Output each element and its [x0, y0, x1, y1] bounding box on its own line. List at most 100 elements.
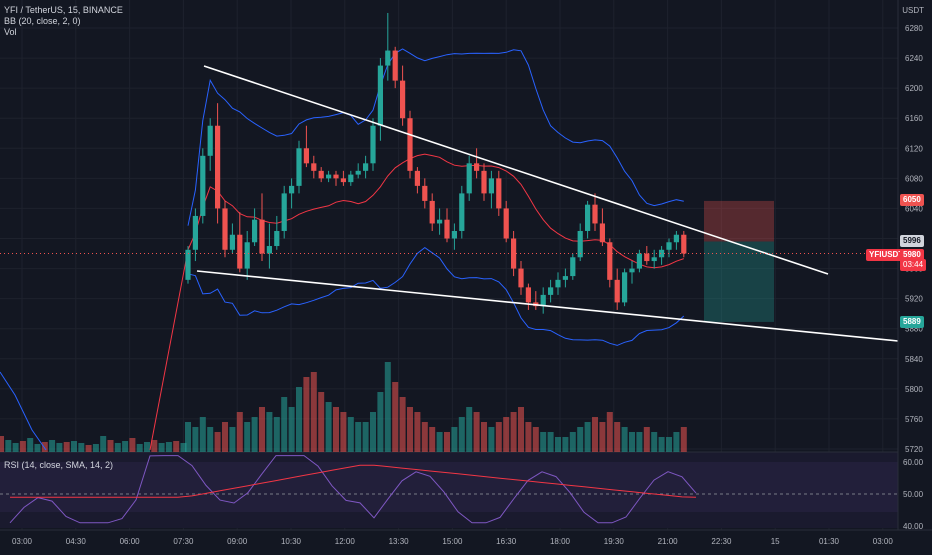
candle-body	[414, 170, 420, 186]
volume-bar	[407, 407, 413, 452]
candle	[200, 148, 206, 224]
candle	[266, 223, 272, 269]
candle-body	[548, 287, 554, 295]
candle-body	[244, 242, 250, 269]
candle	[459, 185, 465, 239]
candle	[414, 167, 420, 194]
candle-body	[437, 219, 443, 224]
volume-legend[interactable]: Vol	[4, 27, 17, 37]
volume-bar	[555, 437, 561, 452]
price-tick-label: 5800	[905, 385, 923, 394]
candle	[207, 118, 213, 171]
bb-upper-pre	[0, 371, 47, 451]
volume-bar	[370, 412, 376, 452]
time-tick-label: 01:30	[819, 537, 840, 546]
volume-bar	[214, 432, 221, 452]
candle-body	[592, 204, 598, 224]
stop-price-tag: 5889	[900, 316, 924, 328]
symbol-legend[interactable]: YFI / TetherUS, 15, BINANCE	[4, 5, 123, 15]
candle	[281, 185, 287, 239]
volume-bar	[92, 444, 99, 452]
candle	[429, 193, 435, 231]
volume-bar	[340, 412, 347, 452]
volume-bar	[165, 442, 172, 452]
candle-body	[363, 163, 369, 171]
current-symbol-tag: YFIUSDT	[866, 249, 907, 261]
volume-bar	[429, 427, 436, 452]
price-axis-bg	[898, 0, 932, 550]
candle	[629, 261, 635, 284]
volume-bar	[158, 443, 165, 452]
volume-bar	[466, 407, 473, 452]
rsi-tick-label: 40.00	[903, 522, 924, 531]
volume-bar	[136, 444, 143, 452]
candle-body	[511, 238, 517, 269]
time-tick-label: 04:30	[66, 537, 87, 546]
candle-body	[222, 208, 228, 250]
current-price-tag: 5980	[900, 249, 924, 261]
volume-bar	[318, 392, 325, 452]
candle	[229, 223, 235, 254]
lower-trendline	[196, 270, 899, 342]
candle-body	[562, 276, 568, 280]
candle-body	[518, 268, 524, 288]
candle	[289, 178, 295, 209]
volume-bar	[392, 382, 399, 452]
candle-body	[340, 178, 346, 183]
volume-bar	[481, 422, 487, 452]
candle-body	[614, 279, 620, 303]
rsi-band	[0, 462, 898, 512]
volume-bar	[273, 417, 280, 452]
volume-bar	[503, 417, 510, 452]
candle	[481, 163, 487, 201]
candle	[540, 287, 546, 314]
candle	[592, 193, 598, 231]
volume-bar	[347, 417, 354, 452]
volume-bar	[444, 432, 450, 452]
price-tick-label: 5720	[905, 445, 923, 454]
time-tick-label: 07:30	[173, 537, 194, 546]
candle-body	[607, 242, 613, 280]
candle	[659, 246, 665, 265]
candle	[215, 103, 221, 224]
candle-body	[659, 249, 665, 258]
bb-lower	[187, 246, 685, 346]
candle-body	[237, 234, 243, 269]
candle-body	[577, 230, 583, 258]
price-tick-label: 5920	[905, 295, 923, 304]
candle-body	[400, 80, 406, 119]
candle-body	[666, 242, 672, 250]
candle	[385, 12, 391, 81]
candle-body	[355, 170, 361, 175]
volume-bar	[666, 437, 672, 452]
bb-legend[interactable]: BB (20, close, 2, 0)	[4, 16, 81, 26]
candle	[681, 230, 687, 258]
candle	[503, 200, 509, 243]
candle-body	[525, 287, 531, 303]
volume-bar	[658, 437, 665, 452]
volume-bar	[540, 432, 547, 452]
candle-body	[326, 174, 332, 179]
volume-bar	[362, 422, 369, 452]
candle	[318, 167, 324, 183]
rsi-legend[interactable]: RSI (14, close, SMA, 14, 2)	[4, 460, 114, 470]
volume-bar	[355, 422, 362, 452]
volume-bar	[562, 437, 569, 452]
price-tick-label: 5840	[905, 355, 923, 364]
candle-body	[185, 249, 191, 280]
volume-bar	[27, 438, 34, 452]
volume-bar	[614, 422, 621, 452]
candle-body	[259, 219, 265, 254]
time-tick-label: 16:30	[496, 537, 517, 546]
volume-bar	[673, 432, 680, 452]
volume-bar	[122, 441, 129, 452]
candle-body	[215, 125, 221, 209]
candle-body	[392, 50, 398, 81]
candle-body	[407, 118, 413, 171]
volume-bar	[488, 427, 495, 452]
candle-body	[629, 268, 635, 273]
price-tick-label: 6200	[905, 84, 923, 93]
candle	[296, 140, 302, 194]
